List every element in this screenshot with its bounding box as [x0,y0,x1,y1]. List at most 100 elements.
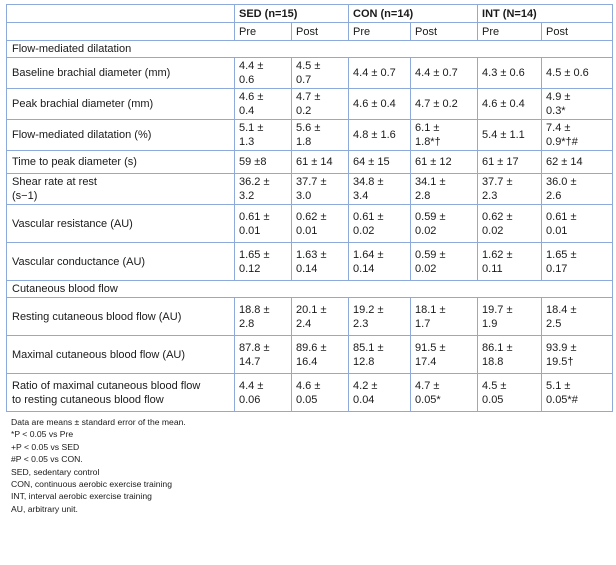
value-cell: 20.1 ± 2.4 [290,297,350,336]
value-cell: 4.4 ± 0.7 [348,57,412,89]
section-title: Flow-mediated dilatation [5,40,614,58]
value-cell: 4.8 ± 1.6 [348,119,412,151]
row-label: Flow-mediated dilatation (%) [6,119,235,151]
value-cell: 4.5 ± 0.6 [541,57,614,89]
value-cell: 0.59 ± 0.02 [410,204,479,243]
value-cell: 59 ±8 [234,150,292,174]
group-header-con: CON (n=14) [348,4,479,23]
footnote: #P < 0.05 vs CON. [11,454,83,465]
group-header-int: INT (N=14) [477,4,614,23]
row-label: Peak brachial diameter (mm) [6,88,235,120]
value-cell: 4.6 ± 0.4 [477,88,543,120]
value-cell: 18.1 ± 1.7 [410,297,479,336]
subheader-blank-cell [6,22,235,41]
value-cell: 37.7 ± 3.0 [290,173,350,205]
table-footnotes: Data are means ± standard error of the m… [6,416,612,515]
value-cell: 4.6 ± 0.4 [234,88,292,120]
table-row: Shear rate at rest (s−1) 36.2 ± 3.2 37.7… [6,173,614,205]
subheader-int-pre: Pre [477,22,543,41]
value-cell: 4.5 ± 0.7 [290,57,350,89]
value-cell: 1.65 ± 0.17 [541,242,614,281]
value-cell: 91.5 ± 17.4 [410,335,479,374]
results-table-figure: SED (n=15) CON (n=14) INT (N=14) Pre Pos… [5,4,614,515]
value-cell: 34.1 ± 2.8 [410,173,479,205]
value-cell: 6.1 ± 1.8*† [410,119,479,151]
value-cell: 61 ± 14 [290,150,350,174]
footnote: INT, interval aerobic exercise training [11,491,152,502]
value-cell: 36.0 ± 2.6 [541,173,614,205]
group-header-sed: SED (n=15) [233,4,350,23]
value-cell: 18.8 ± 2.8 [234,297,292,336]
row-label: Vascular conductance (AU) [6,242,235,281]
value-cell: 1.65 ± 0.12 [234,242,292,281]
table-row: Maximal cutaneous blood flow (AU) 87.8 ±… [6,335,614,374]
value-cell: 61 ± 12 [410,150,479,174]
row-label: Shear rate at rest (s−1) [6,173,235,205]
section-title: Cutaneous blood flow [5,280,614,298]
table-row: Flow-mediated dilatation (%) 5.1 ± 1.3 5… [6,119,614,151]
footnote: Data are means ± standard error of the m… [11,417,186,427]
subheader-sed-post: Post [290,22,350,41]
subheader-con-pre: Pre [348,22,412,41]
group-header-row: SED (n=15) CON (n=14) INT (N=14) [6,4,614,23]
value-cell: 0.62 ± 0.02 [477,204,543,243]
row-label: Maximal cutaneous blood flow (AU) [6,335,235,374]
value-cell: 4.4 ± 0.7 [410,57,479,89]
value-cell: 64 ± 15 [348,150,412,174]
value-cell: 37.7 ± 2.3 [477,173,543,205]
value-cell: 36.2 ± 3.2 [234,173,292,205]
value-cell: 0.62 ± 0.01 [290,204,350,243]
value-cell: 4.7 ± 0.05* [410,373,479,412]
value-cell: 87.8 ± 14.7 [234,335,292,374]
value-cell: 4.5 ± 0.05 [477,373,543,412]
subheader-row: Pre Post Pre Post Pre Post [6,22,614,41]
value-cell: 1.63 ± 0.14 [290,242,350,281]
value-cell: 62 ± 14 [541,150,614,174]
value-cell: 85.1 ± 12.8 [348,335,412,374]
footnote: CON, continuous aerobic exercise trainin… [11,479,172,490]
footnote: *P < 0.05 vs Pre [11,429,74,440]
value-cell: 4.7 ± 0.2 [410,88,479,120]
value-cell: 0.61 ± 0.01 [234,204,292,243]
value-cell: 19.2 ± 2.3 [348,297,412,336]
results-table: SED (n=15) CON (n=14) INT (N=14) Pre Pos… [5,4,614,412]
value-cell: 34.8 ± 3.4 [348,173,412,205]
footnote: SED, sedentary control [11,466,100,477]
value-cell: 18.4 ± 2.5 [541,297,614,336]
table-row: Ratio of maximal cutaneous blood flow to… [6,373,614,412]
footnote: AU, arbitrary unit. [11,503,78,514]
subheader-int-post: Post [541,22,614,41]
value-cell: 4.4 ± 0.6 [234,57,292,89]
value-cell: 4.7 ± 0.2 [290,88,350,120]
table-row: Vascular conductance (AU) 1.65 ± 0.12 1.… [6,242,614,281]
value-cell: 4.9 ± 0.3* [541,88,614,120]
value-cell: 1.62 ± 0.11 [477,242,543,281]
value-cell: 4.2 ± 0.04 [348,373,412,412]
value-cell: 4.6 ± 0.4 [348,88,412,120]
value-cell: 19.7 ± 1.9 [477,297,543,336]
section-row: Flow-mediated dilatation [5,40,614,58]
subheader-con-post: Post [410,22,479,41]
row-label: Resting cutaneous blood flow (AU) [6,297,235,336]
value-cell: 5.4 ± 1.1 [477,119,543,151]
table-row: Vascular resistance (AU) 0.61 ± 0.01 0.6… [6,204,614,243]
value-cell: 5.6 ± 1.8 [290,119,350,151]
value-cell: 7.4 ± 0.9*†# [541,119,614,151]
value-cell: 0.61 ± 0.02 [348,204,412,243]
value-cell: 1.64 ± 0.14 [348,242,412,281]
subheader-sed-pre: Pre [234,22,292,41]
header-blank-cell [6,4,235,23]
value-cell: 0.61 ± 0.01 [541,204,614,243]
value-cell: 4.4 ± 0.06 [234,373,292,412]
value-cell: 93.9 ± 19.5† [541,335,614,374]
value-cell: 86.1 ± 18.8 [477,335,543,374]
footnote: +P < 0.05 vs SED [11,441,80,452]
value-cell: 5.1 ± 0.05*# [541,373,614,412]
table-row: Peak brachial diameter (mm) 4.6 ± 0.4 4.… [6,88,614,120]
row-label: Time to peak diameter (s) [6,150,235,174]
section-row: Cutaneous blood flow [5,280,614,298]
table-row: Resting cutaneous blood flow (AU) 18.8 ±… [6,297,614,336]
value-cell: 5.1 ± 1.3 [234,119,292,151]
table-row: Time to peak diameter (s) 59 ±8 61 ± 14 … [6,150,614,174]
value-cell: 4.3 ± 0.6 [477,57,543,89]
